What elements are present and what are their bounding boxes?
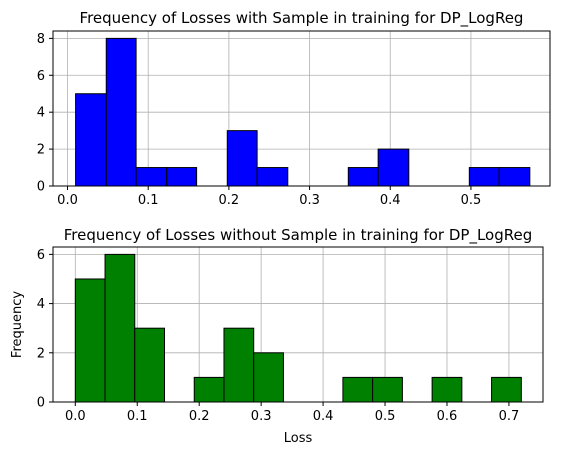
plot-frame	[52, 30, 551, 187]
y-tick-label: 4	[37, 297, 45, 312]
histogram-bar	[491, 376, 522, 403]
chart-bottom: Frequency of Losses without Sample in tr…	[10, 226, 544, 446]
chart-title: Frequency of Losses with Sample in train…	[80, 9, 524, 28]
chart-title: Frequency of Losses without Sample in tr…	[64, 226, 532, 245]
histogram-bar	[105, 37, 137, 187]
y-tick-label: 4	[37, 106, 45, 121]
plot-frame	[52, 246, 544, 403]
y-tick-label: 6	[37, 69, 45, 84]
x-tick-label: 0.3	[251, 409, 272, 424]
histogram-bar	[372, 376, 403, 403]
histogram-bar	[104, 253, 136, 403]
histogram-bar	[193, 376, 225, 403]
x-tick-label: 0.5	[461, 193, 482, 208]
histogram-bar	[498, 167, 531, 187]
x-tick-label: 0.0	[57, 193, 78, 208]
histogram-bar	[468, 167, 500, 187]
chart-top: Frequency of Losses with Sample in train…	[37, 9, 551, 208]
y-tick-label: 8	[37, 32, 45, 47]
histogram-bar	[223, 327, 255, 403]
histogram-bar	[253, 352, 284, 403]
histogram-bar	[342, 376, 374, 403]
histogram-bar	[431, 376, 463, 403]
x-tick-label: 0.1	[138, 193, 159, 208]
x-tick-label: 0.4	[313, 409, 334, 424]
histogram-bar	[377, 148, 410, 187]
histogram-bar	[74, 278, 106, 403]
x-tick-label: 0.1	[127, 409, 148, 424]
x-tick-label: 0.2	[219, 193, 240, 208]
x-tick-label: 0.0	[65, 409, 86, 424]
x-tick-label: 0.2	[189, 409, 210, 424]
y-tick-label: 6	[37, 248, 45, 263]
histogram-bar	[134, 327, 166, 403]
y-tick-label: 2	[37, 346, 45, 361]
x-tick-label: 0.3	[299, 193, 320, 208]
histogram-bar	[256, 167, 289, 187]
y-tick-label: 0	[37, 396, 45, 411]
y-tick-label: 2	[37, 143, 45, 158]
histogram-bar	[347, 167, 379, 187]
histogram-bar	[75, 93, 107, 187]
histogram-bar	[166, 167, 198, 187]
x-axis-label: Loss	[284, 431, 313, 446]
x-tick-label: 0.4	[380, 193, 401, 208]
y-axis-label: Frequency	[10, 291, 25, 358]
x-tick-label: 0.6	[437, 409, 458, 424]
histogram-bar	[135, 167, 168, 187]
x-tick-label: 0.7	[499, 409, 520, 424]
histogram-bar	[226, 130, 258, 187]
y-tick-label: 0	[37, 180, 45, 195]
x-tick-label: 0.5	[375, 409, 396, 424]
